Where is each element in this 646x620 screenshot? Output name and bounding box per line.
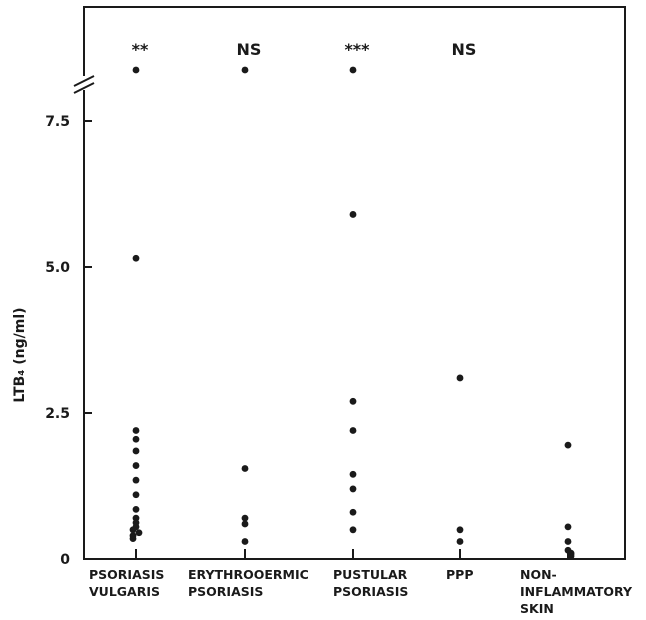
data-point — [130, 535, 137, 542]
data-point — [565, 523, 572, 530]
data-point — [457, 538, 464, 545]
data-point — [350, 427, 357, 434]
data-point — [133, 491, 140, 498]
y-axis-label: LTB₄ (ng/ml) — [12, 307, 28, 402]
data-point — [565, 442, 572, 449]
data-point — [133, 67, 140, 74]
data-point — [242, 515, 249, 522]
data-point — [133, 477, 140, 484]
data-point — [350, 486, 357, 493]
data-points — [130, 67, 575, 560]
data-point — [136, 529, 143, 536]
category-label: VULGARIS — [89, 584, 160, 599]
category-label: ERYTHROOERMIC — [188, 567, 309, 582]
category-label: PPP — [446, 567, 473, 582]
data-point — [565, 538, 572, 545]
data-point — [350, 509, 357, 516]
significance-label: NS — [452, 40, 477, 59]
data-point — [568, 553, 575, 560]
data-point — [242, 465, 249, 472]
data-point — [242, 67, 249, 74]
data-point — [242, 521, 249, 528]
data-point — [457, 375, 464, 382]
significance-label: ** — [132, 40, 149, 59]
category-label: PSORIASIS — [89, 567, 164, 582]
data-point — [350, 211, 357, 218]
data-point — [133, 462, 140, 469]
data-point — [350, 67, 357, 74]
data-point — [133, 506, 140, 513]
significance-label: *** — [344, 40, 370, 59]
data-point — [133, 255, 140, 262]
category-label: PUSTULAR — [333, 567, 408, 582]
data-point — [350, 398, 357, 405]
significance-label: NS — [237, 40, 262, 59]
category-label: NON- — [520, 567, 557, 582]
y-tick-label: 2.5 — [45, 406, 70, 422]
data-point — [133, 436, 140, 443]
y-tick-label: 5.0 — [45, 260, 70, 276]
x-ticks — [136, 549, 568, 559]
category-label: INFLAMMATORY — [520, 584, 633, 599]
data-point — [133, 427, 140, 434]
data-point — [133, 448, 140, 455]
data-point — [350, 471, 357, 478]
data-point — [457, 526, 464, 533]
data-point — [350, 526, 357, 533]
category-labels: PSORIASIS VULGARIS ERYTHROOERMIC PSORIASIS P… — [89, 567, 633, 616]
data-point — [242, 538, 249, 545]
category-label: PSORIASIS — [333, 584, 408, 599]
significance-labels: ** NS *** NS — [132, 40, 477, 59]
data-point — [130, 526, 137, 533]
y-tick-label: 0 — [60, 552, 70, 568]
y-tick-label: 7.5 — [45, 114, 70, 130]
category-label: SKIN — [520, 601, 554, 616]
category-label: PSORIASIS — [188, 584, 263, 599]
